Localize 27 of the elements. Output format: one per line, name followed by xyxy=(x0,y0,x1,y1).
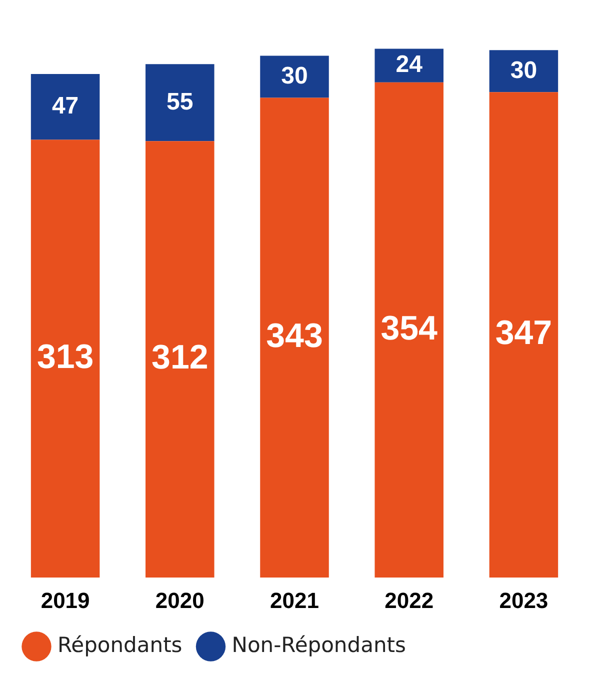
data-label: 47 xyxy=(52,92,79,120)
bar xyxy=(146,64,214,142)
x-tick-label: 2020 xyxy=(155,588,204,613)
bar xyxy=(374,82,444,578)
data-label: 347 xyxy=(495,314,552,352)
data-label: 24 xyxy=(396,51,424,78)
legend-label: Non-Répondants xyxy=(232,632,406,657)
x-tick-label: 2023 xyxy=(499,588,548,613)
data-label: 313 xyxy=(36,338,94,376)
data-label: 55 xyxy=(166,88,194,116)
bar xyxy=(30,74,100,140)
bar xyxy=(489,92,558,578)
bar xyxy=(489,50,558,92)
data-label: 30 xyxy=(281,62,308,90)
data-label: 312 xyxy=(152,338,208,377)
bar xyxy=(260,56,329,98)
bar xyxy=(374,48,444,82)
x-tick-label: 2019 xyxy=(40,588,90,613)
legend-label: Répondants xyxy=(58,632,182,657)
data-label: 354 xyxy=(380,309,438,348)
bar xyxy=(30,140,100,578)
x-tick-label: 2021 xyxy=(270,588,319,613)
bar xyxy=(146,141,214,578)
data-label: 30 xyxy=(510,56,538,84)
x-tick-label: 2022 xyxy=(384,588,434,613)
bar xyxy=(260,98,329,578)
data-label: 343 xyxy=(266,317,323,356)
